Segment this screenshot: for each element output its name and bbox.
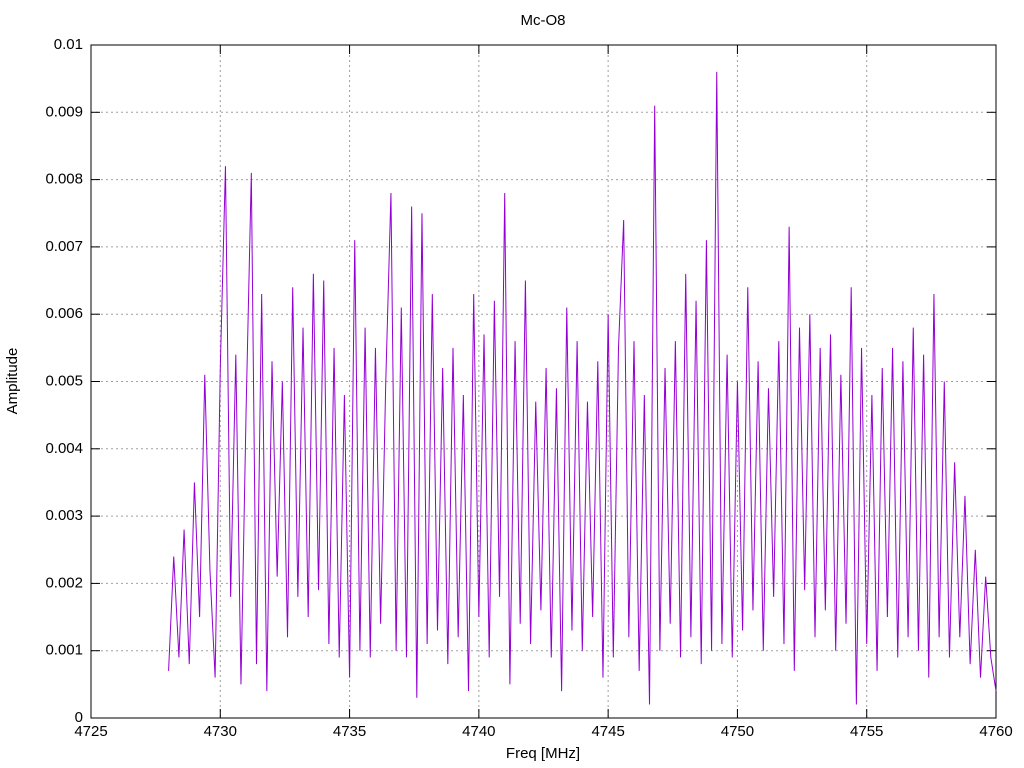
data-line xyxy=(168,71,997,705)
x-tick-label: 4740 xyxy=(462,723,495,740)
x-tick-label: 4750 xyxy=(721,723,754,740)
y-tick-label: 0.01 xyxy=(54,36,83,53)
y-axis-label: Amplitude xyxy=(4,348,21,415)
x-tick-label: 4730 xyxy=(204,723,237,740)
y-tick-label: 0.003 xyxy=(45,507,83,524)
x-axis-label: Freq [MHz] xyxy=(506,745,580,762)
y-tick-label: 0.006 xyxy=(45,305,83,322)
y-tick-label: 0.005 xyxy=(45,372,83,389)
y-tick-label: 0 xyxy=(75,709,83,726)
x-tick-label: 4725 xyxy=(74,723,107,740)
y-tick-label: 0.007 xyxy=(45,238,83,255)
y-tick-label: 0.004 xyxy=(45,440,83,457)
x-tick-label: 4755 xyxy=(850,723,883,740)
x-tick-label: 4745 xyxy=(591,723,624,740)
y-tick-label: 0.002 xyxy=(45,574,83,591)
y-tick-label: 0.001 xyxy=(45,642,83,659)
y-tick-label: 0.009 xyxy=(45,103,83,120)
chart-title: Mc-O8 xyxy=(521,12,566,29)
x-tick-label: 4760 xyxy=(979,723,1012,740)
plot-frame xyxy=(90,44,997,719)
x-tick-label: 4735 xyxy=(333,723,366,740)
y-tick-label: 0.008 xyxy=(45,171,83,188)
